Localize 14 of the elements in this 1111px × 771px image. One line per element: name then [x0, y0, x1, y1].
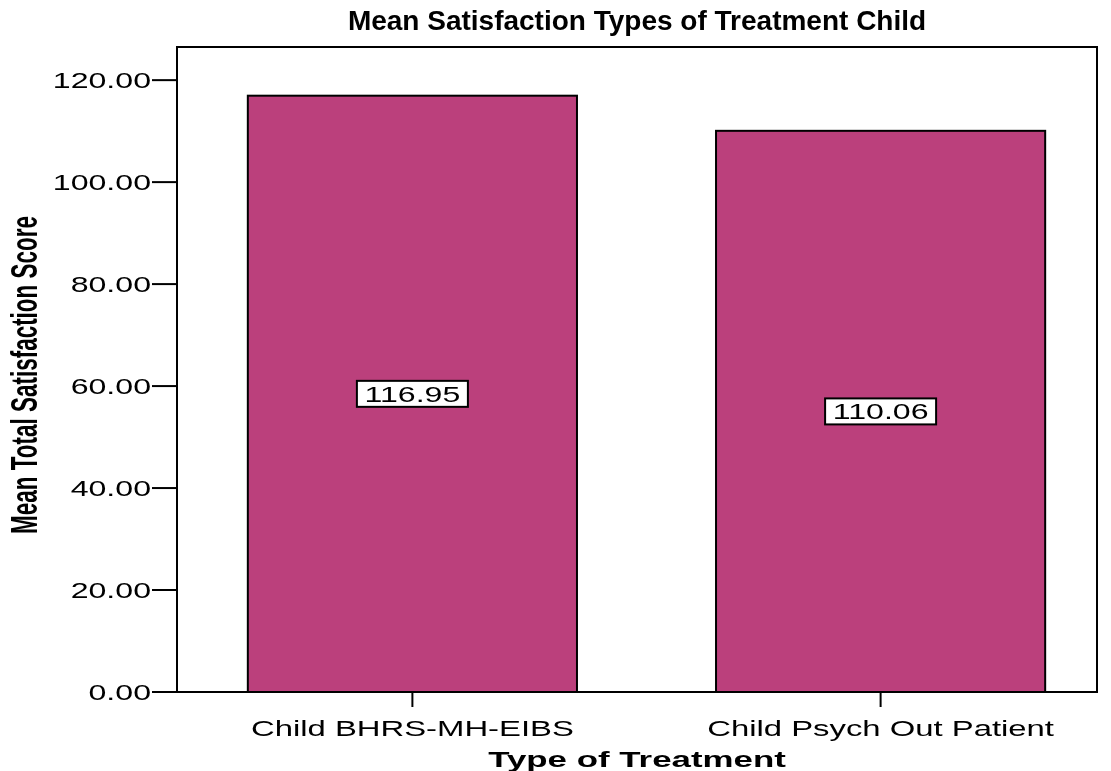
y-tick-label: 60.00 — [70, 374, 151, 399]
x-tick-label: Child Psych Out Patient — [707, 716, 1055, 741]
y-tick-label: 40.00 — [70, 476, 151, 501]
data-label: 116.95 — [364, 381, 461, 407]
x-tick-label: Child BHRS-MH-EIBS — [250, 716, 574, 741]
chart-title: Mean Satisfaction Types of Treatment Child — [347, 5, 927, 36]
y-tick-label: 100.00 — [52, 170, 151, 195]
y-tick-label: 0.00 — [88, 680, 151, 705]
x-axis-title: Type of Treatment — [488, 746, 787, 771]
y-tick-label: 80.00 — [70, 272, 151, 297]
data-label: 110.06 — [832, 399, 929, 425]
y-tick-label: 120.00 — [52, 68, 151, 93]
y-axis-title: Mean Total Satisfaction Score — [3, 215, 45, 535]
y-tick-label: 20.00 — [70, 578, 151, 603]
